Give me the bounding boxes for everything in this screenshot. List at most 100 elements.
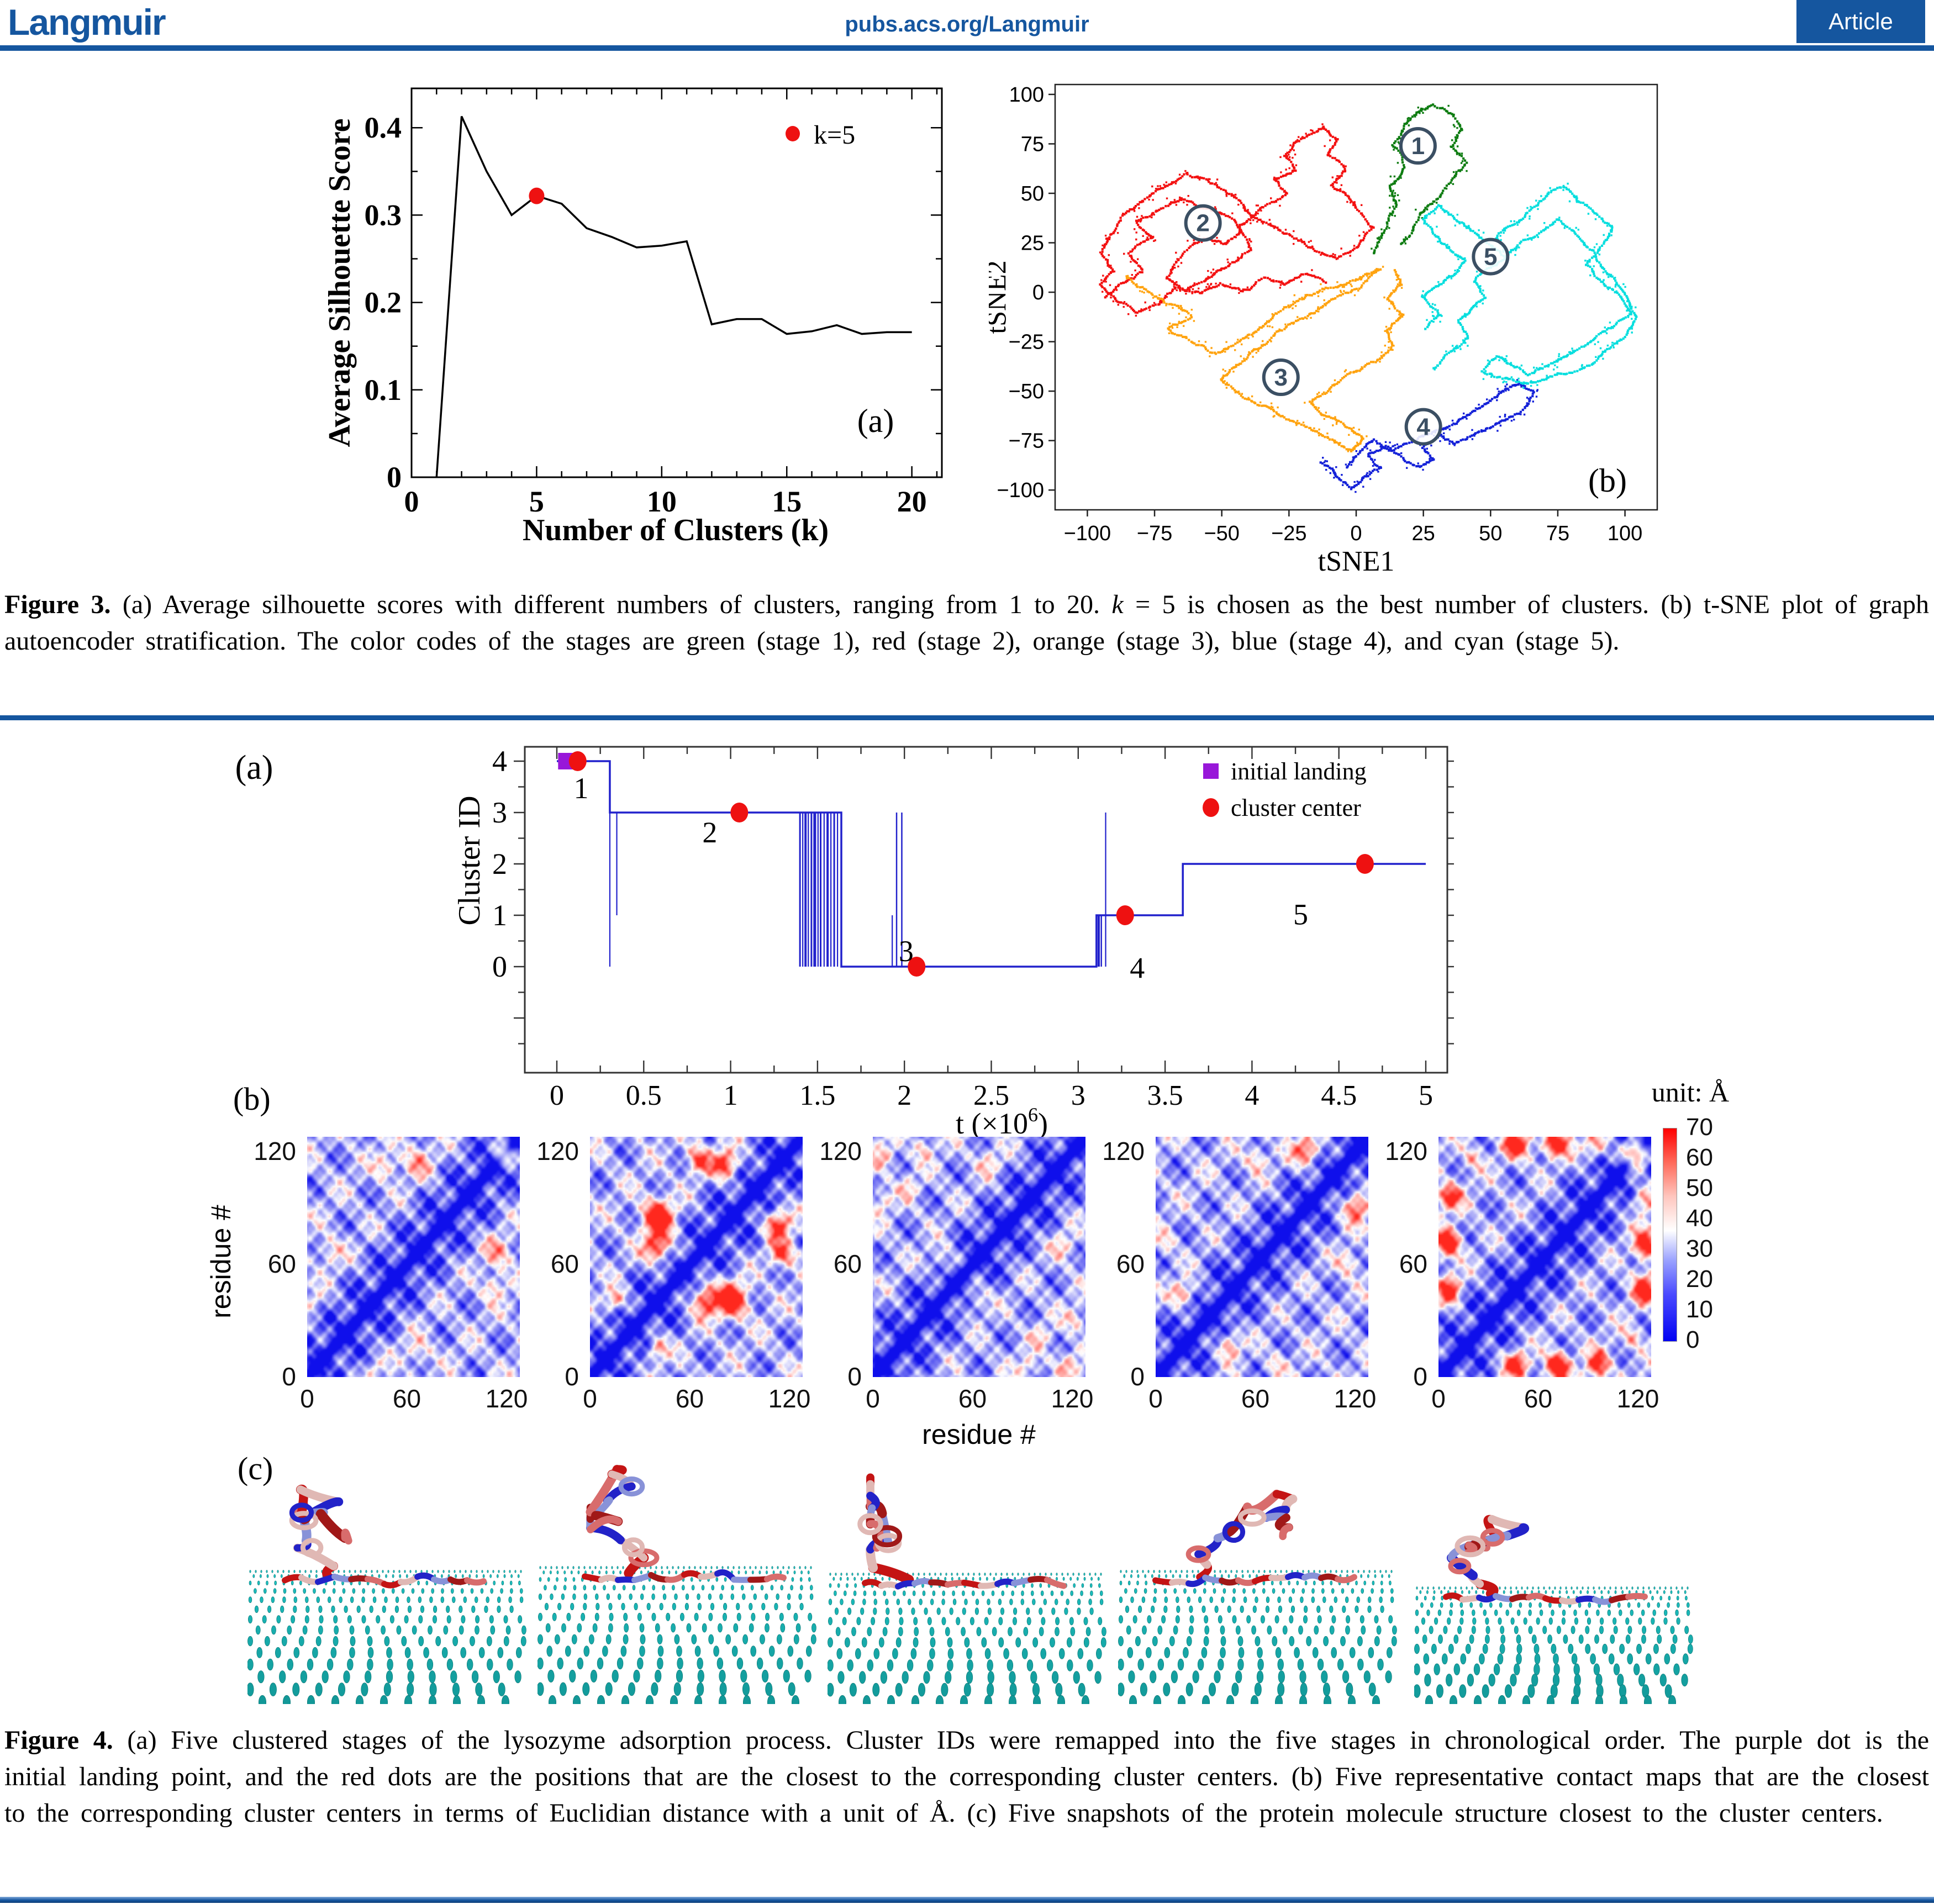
legend-marker-cluster-center: [1203, 798, 1219, 817]
y-tick-label: 0: [492, 950, 507, 983]
surface-atom: [846, 1583, 849, 1588]
surface-atom: [1619, 1609, 1622, 1616]
surface-atom: [1656, 1590, 1659, 1594]
surface-atom: [553, 1585, 557, 1591]
journal-logo[interactable]: Langmuir: [8, 2, 166, 43]
surface-atom: [398, 1570, 400, 1573]
surface-atom: [608, 1623, 613, 1633]
surface-atom: [1568, 1644, 1574, 1654]
surface-atom: [984, 1617, 989, 1626]
surface-atom: [1164, 1596, 1168, 1603]
surface-atom: [1158, 1574, 1161, 1578]
surface-atom: [260, 1596, 264, 1603]
surface-atom: [544, 1585, 547, 1591]
surface-atom: [1638, 1674, 1646, 1687]
surface-atom: [1473, 1663, 1480, 1675]
header-link[interactable]: pubs.acs.org/Langmuir: [845, 12, 1089, 36]
surface-atom: [1584, 1609, 1589, 1616]
surface-atom: [1021, 1648, 1028, 1659]
surface-atom: [338, 1570, 340, 1573]
surface-atom: [1534, 1663, 1540, 1675]
surface-atom: [966, 1648, 972, 1659]
surface-atom: [1237, 1658, 1244, 1671]
surface-atom: [1479, 1653, 1485, 1665]
surface-atom: [1157, 1625, 1163, 1635]
surface-atom: [742, 1593, 746, 1600]
surface-atom: [1651, 1596, 1654, 1601]
surface-atom: [1308, 1570, 1310, 1573]
surface-atom: [1246, 1615, 1251, 1624]
surface-atom: [570, 1570, 573, 1575]
surface-atom: [486, 1596, 489, 1603]
contact-maps-x-axis-title: residue #: [922, 1419, 1036, 1450]
surface-atom: [702, 1623, 707, 1633]
colorbar-tick-50: 50: [1686, 1174, 1713, 1201]
x-tick-label: −100: [1064, 522, 1111, 545]
surface-atom: [1672, 1634, 1678, 1644]
surface-atom: [1610, 1634, 1615, 1644]
surface-atom: [651, 1593, 655, 1600]
surface-atom: [1050, 1573, 1052, 1576]
surface-atom: [609, 1612, 614, 1621]
map1-x-tick-60: 60: [392, 1384, 421, 1413]
header-rule: [0, 45, 1934, 51]
surface-atom: [1553, 1653, 1559, 1665]
surface-atom: [490, 1588, 494, 1594]
surface-atom: [1271, 1580, 1274, 1586]
surface-atom: [799, 1577, 803, 1582]
stage-number-label-3: 3: [899, 935, 914, 968]
surface-atom: [872, 1683, 880, 1697]
surface-atom: [1134, 1588, 1137, 1594]
surface-atom: [1390, 1596, 1394, 1603]
map2-x-tick-120: 120: [768, 1384, 811, 1413]
surface-atom: [1664, 1609, 1668, 1616]
y-axis-title: tSNE2: [989, 260, 1011, 334]
map3-y-tick-60: 60: [833, 1249, 862, 1279]
surface-atom: [431, 1570, 434, 1573]
surface-atom: [703, 1570, 705, 1575]
surface-atom: [549, 1695, 556, 1704]
surface-atom: [1203, 1588, 1206, 1594]
surface-atom: [1087, 1659, 1093, 1671]
surface-atom: [555, 1634, 560, 1644]
surface-atom: [459, 1625, 464, 1635]
surface-atom: [1440, 1602, 1443, 1608]
surface-atom: [1681, 1674, 1688, 1687]
surface-atom: [257, 1580, 260, 1586]
surface-atom: [1381, 1574, 1384, 1578]
surface-atom: [588, 1634, 594, 1644]
y-tick-label: 0: [1032, 281, 1044, 304]
surface-atom: [505, 1625, 511, 1635]
surface-atom: [1361, 1625, 1366, 1635]
surface-atom: [779, 1570, 782, 1575]
surface-atom: [492, 1570, 494, 1573]
surface-atom: [661, 1566, 663, 1569]
surface-atom: [1374, 1570, 1376, 1573]
surface-atom: [1363, 1580, 1367, 1586]
y-tick-label: 0: [387, 461, 402, 494]
surface-atom: [1450, 1695, 1457, 1704]
surface-atom: [1620, 1586, 1622, 1590]
surface-atom: [443, 1625, 449, 1635]
stage-number-label-4: 4: [1130, 951, 1145, 984]
surface-atom: [668, 1570, 671, 1575]
surface-atom: [546, 1645, 553, 1657]
surface-atom: [1510, 1590, 1513, 1594]
surface-atom: [1120, 1570, 1122, 1573]
surface-atom: [333, 1636, 339, 1647]
surface-atom: [924, 1607, 928, 1615]
x-tick-label: 0.5: [626, 1080, 662, 1111]
surface-atom: [1289, 1636, 1295, 1647]
surface-atom: [1192, 1670, 1199, 1684]
surface-atom: [1471, 1626, 1476, 1634]
surface-atom: [248, 1596, 252, 1603]
surface-atom: [637, 1612, 642, 1621]
panel-letter-a: (a): [857, 403, 894, 439]
surface-atom: [809, 1585, 813, 1591]
surface-atom: [1158, 1570, 1161, 1573]
surface-atom: [1197, 1658, 1204, 1671]
protein-helix-coil: [872, 1525, 903, 1548]
surface-atom: [675, 1570, 677, 1575]
surface-atom: [365, 1570, 367, 1573]
surface-atom: [782, 1566, 784, 1569]
